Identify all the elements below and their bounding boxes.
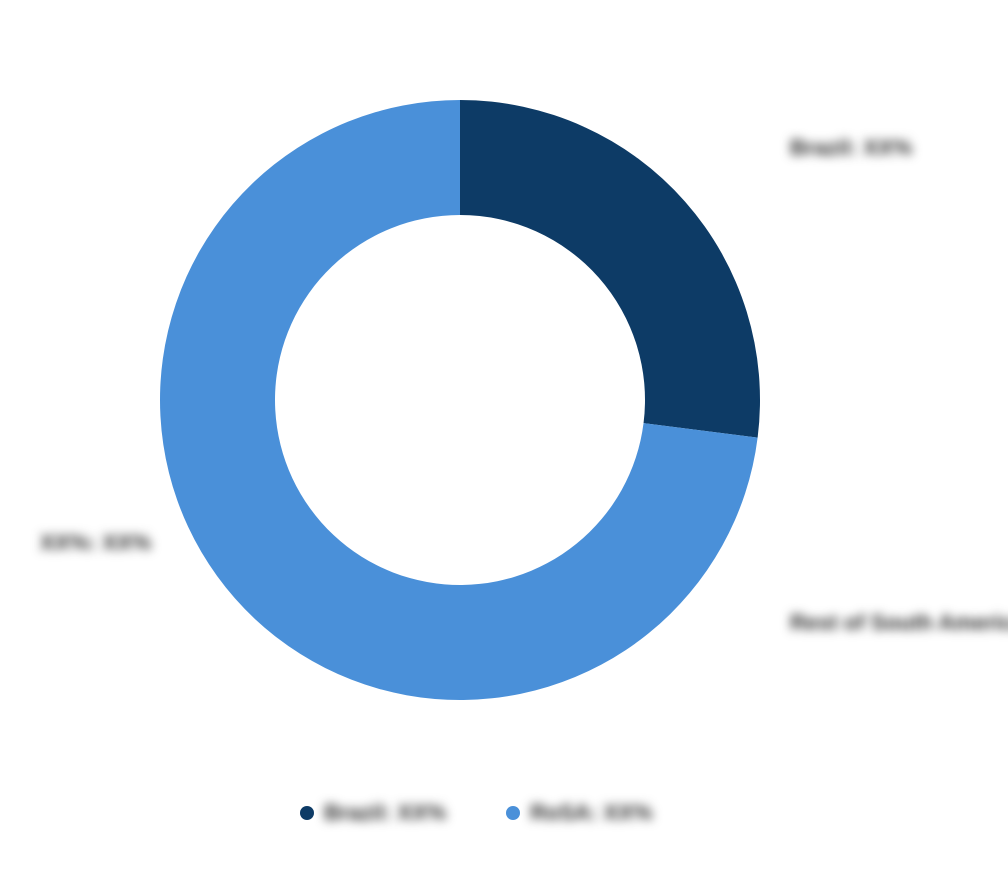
slice-label-0: Brazil: XX% [790,135,912,161]
legend-dot-0 [300,806,314,820]
donut-chart-container: Brazil: XX% Rest of South America: XX% X… [0,0,1008,886]
legend-item-0: Brazil: XX% [300,800,446,826]
legend-label-0: Brazil: XX% [324,800,446,826]
slice-label-1: Rest of South America: XX% [790,610,1008,636]
extra-label-0: XX%: XX% [40,530,151,556]
donut-slice [460,100,760,438]
donut-chart-svg [0,0,1008,886]
legend-dot-1 [506,806,520,820]
legend-item-1: RoSA: XX% [506,800,652,826]
legend-label-1: RoSA: XX% [530,800,652,826]
legend: Brazil: XX% RoSA: XX% [300,800,653,826]
